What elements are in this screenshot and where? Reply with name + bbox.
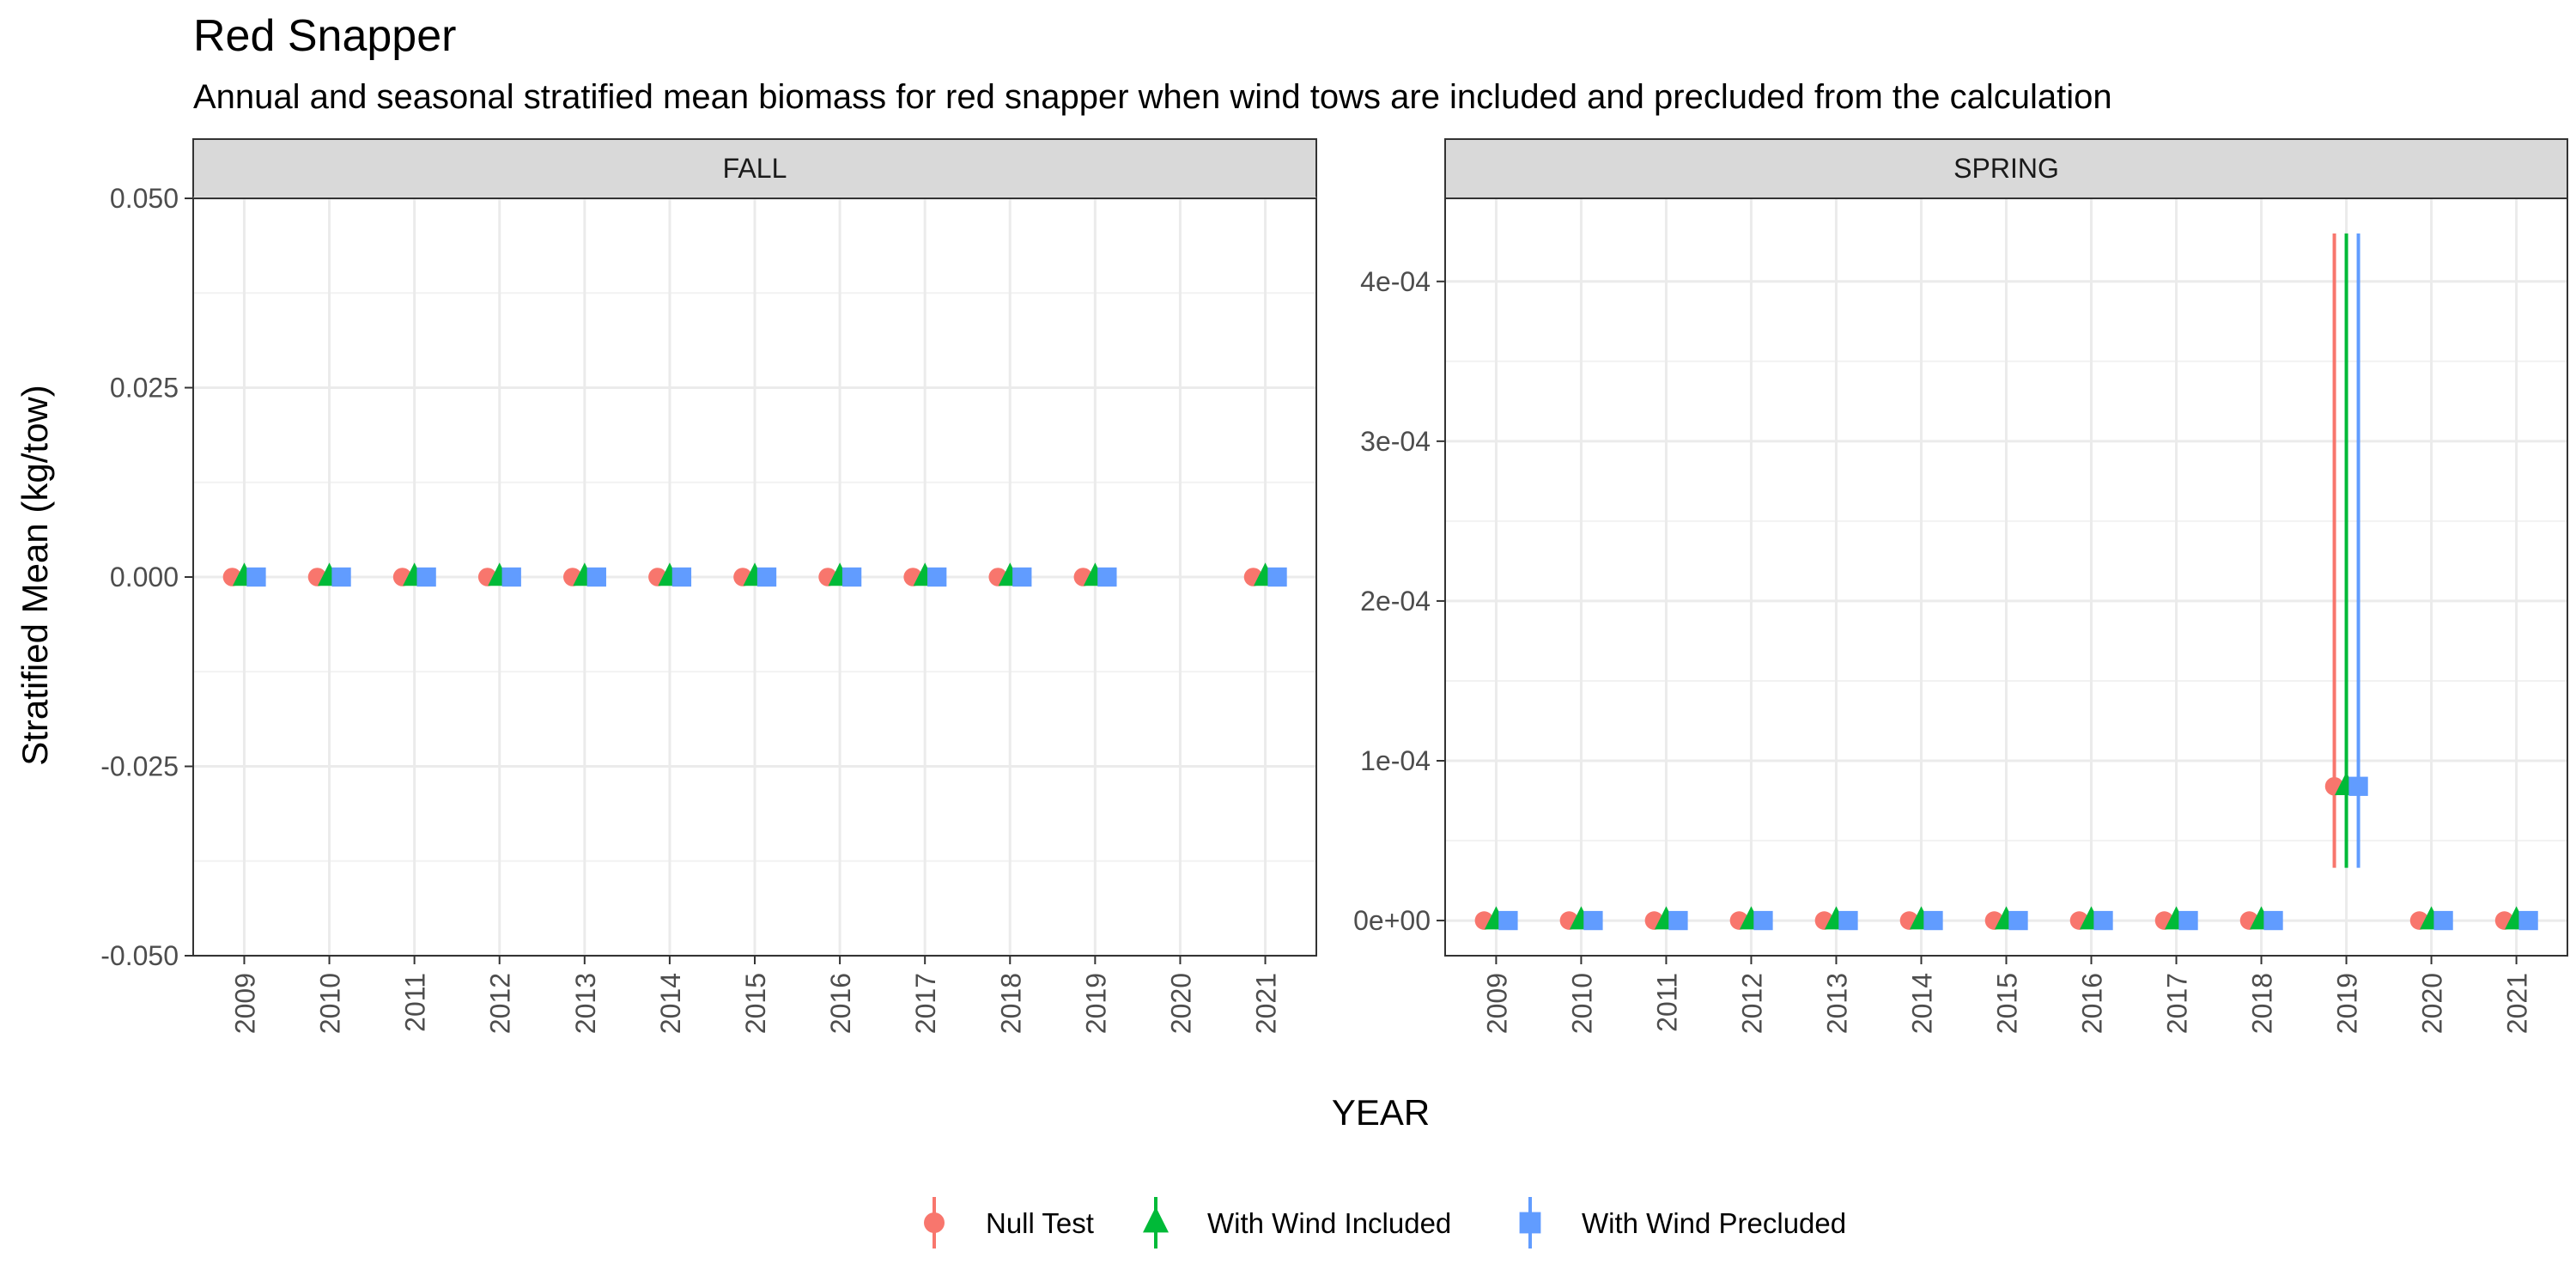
legend-label: With Wind Included: [1207, 1207, 1451, 1239]
chart-subtitle: Annual and seasonal stratified mean biom…: [193, 78, 2112, 116]
y-tick-label: 0.025: [110, 373, 179, 404]
x-tick-label: 2015: [740, 973, 771, 1034]
x-tick-label: 2016: [825, 973, 856, 1034]
y-tick-label: 3e-04: [1360, 426, 1431, 457]
y-tick-label: -0.025: [100, 751, 179, 782]
point-with-wind-precluded: [2178, 910, 2198, 931]
panel-border: [1444, 197, 2568, 957]
x-tick-label: 2011: [1651, 973, 1682, 1032]
x-tick-label: 2009: [1481, 973, 1512, 1034]
point-with-wind-precluded: [1838, 910, 1858, 931]
point-with-wind-precluded: [2263, 910, 2283, 931]
point-with-wind-precluded: [671, 567, 692, 587]
x-tick-label: 2013: [570, 973, 601, 1034]
y-tick-label: 0e+00: [1353, 905, 1431, 936]
x-axis-title: YEAR: [1332, 1092, 1430, 1133]
x-tick-label: 2017: [910, 973, 941, 1034]
legend: Null Test With Wind Included With Wind Pre…: [924, 1197, 1846, 1249]
legend-key-square: [1519, 1212, 1541, 1234]
x-tick-label: 2009: [229, 973, 260, 1034]
point-with-wind-precluded: [586, 567, 606, 587]
point-with-wind-precluded: [927, 567, 947, 587]
x-tick-label: 2018: [995, 973, 1026, 1034]
point-with-wind-precluded: [841, 567, 862, 587]
point-with-wind-precluded: [1267, 567, 1287, 587]
panels: FALL -0.050 -0.025 0.000 0.025 0.050 2009 2010 2…: [100, 138, 2568, 1034]
x-tick-label: 2014: [1906, 973, 1937, 1034]
x-tick-label: 2016: [2077, 973, 2108, 1034]
point-with-wind-precluded: [1668, 910, 1688, 931]
point-with-wind-precluded: [416, 567, 436, 587]
y-tick-label: 0.050: [110, 183, 179, 214]
point-with-wind-precluded: [1012, 567, 1032, 587]
x-tick-label: 2014: [655, 973, 686, 1034]
panel-strip: [1444, 138, 2568, 199]
point-with-wind-precluded: [1583, 910, 1603, 931]
chart-title: Red Snapper: [193, 11, 456, 61]
panel-strip: [192, 138, 1317, 199]
y-tick-label: 4e-04: [1360, 266, 1431, 297]
panel-spring: SPRING 0e+00 1e-04 2e-04 3e-04 4e-04 2009 2010 2…: [1353, 138, 2568, 1034]
x-tick-label: 2010: [315, 973, 346, 1034]
point-with-wind-precluded: [331, 567, 351, 587]
point-with-wind-precluded: [246, 567, 266, 587]
panel-border: [192, 197, 1317, 957]
x-tick-label: 2017: [2162, 973, 2193, 1034]
x-tick-label: 2021: [1251, 973, 1282, 1034]
point-with-wind-precluded: [1753, 910, 1773, 931]
y-axis-title: Stratified Mean (kg/tow): [15, 385, 55, 766]
x-tick-label: 2010: [1566, 973, 1597, 1034]
legend-label: With Wind Precluded: [1582, 1207, 1846, 1239]
point-with-wind-precluded: [1097, 567, 1117, 587]
y-tick-label: 2e-04: [1360, 586, 1431, 617]
legend-item-null-test: Null Test: [924, 1197, 1094, 1249]
x-tick-label: 2018: [2247, 973, 2278, 1034]
y-tick-label: 1e-04: [1360, 745, 1431, 776]
point-with-wind-precluded: [501, 567, 521, 587]
legend-key-triangle: [1143, 1206, 1169, 1233]
x-tick-label: 2020: [2417, 973, 2448, 1034]
x-tick-label: 2020: [1165, 973, 1196, 1034]
point-with-wind-precluded: [2348, 776, 2368, 796]
legend-item-with-wind-precluded: With Wind Precluded: [1519, 1197, 1846, 1249]
panel-fall: FALL -0.050 -0.025 0.000 0.025 0.050 2009 2010 2…: [100, 138, 1317, 1034]
point-with-wind-precluded: [2093, 910, 2113, 931]
y-tick-label: 0.000: [110, 562, 179, 592]
point-with-wind-precluded: [1923, 910, 1943, 931]
x-tick-label: 2019: [1080, 973, 1111, 1034]
x-tick-label: 2013: [1821, 973, 1852, 1034]
legend-label: Null Test: [986, 1207, 1094, 1239]
x-tick-label: 2012: [1736, 973, 1767, 1034]
legend-item-with-wind-included: With Wind Included: [1143, 1197, 1451, 1249]
x-tick-label: 2012: [485, 973, 516, 1034]
x-tick-label: 2011: [400, 973, 431, 1032]
point-with-wind-precluded: [2433, 910, 2453, 931]
x-tick-label: 2021: [2502, 973, 2533, 1034]
point-with-wind-precluded: [756, 567, 777, 587]
panel-strip-label: SPRING: [1953, 153, 2059, 184]
legend-key-circle: [924, 1212, 945, 1233]
x-tick-label: 2019: [2332, 973, 2363, 1034]
y-tick-label: -0.050: [100, 940, 179, 971]
panel-strip-label: FALL: [723, 153, 787, 184]
x-tick-label: 2015: [1992, 973, 2023, 1034]
point-with-wind-precluded: [1498, 910, 1518, 931]
point-with-wind-precluded: [2518, 910, 2538, 931]
point-with-wind-precluded: [2008, 910, 2028, 931]
